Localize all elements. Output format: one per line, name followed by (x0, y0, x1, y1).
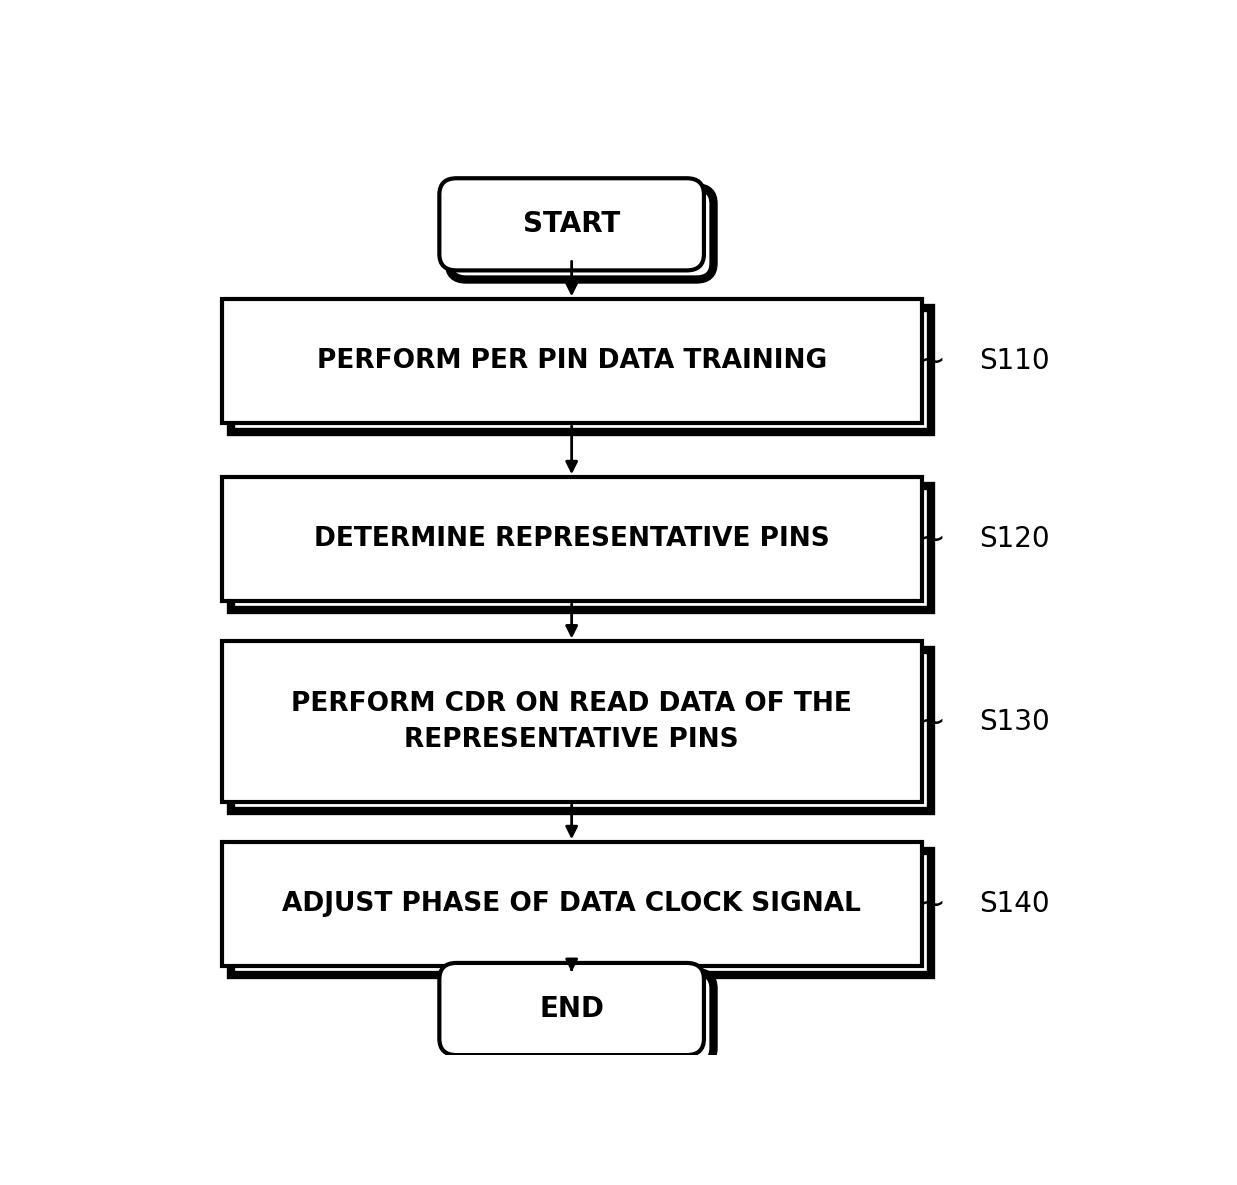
Text: S120: S120 (978, 525, 1050, 553)
Bar (231, 651, 931, 811)
Bar (231, 486, 931, 610)
Text: END: END (539, 995, 604, 1023)
Bar (221, 478, 922, 601)
Text: PERFORM PER PIN DATA TRAINING: PERFORM PER PIN DATA TRAINING (317, 348, 826, 374)
Bar (231, 308, 931, 433)
Bar (221, 299, 922, 423)
FancyBboxPatch shape (449, 972, 714, 1064)
Text: S130: S130 (978, 707, 1050, 736)
FancyBboxPatch shape (449, 187, 714, 280)
Bar (221, 641, 922, 802)
Text: ~: ~ (917, 705, 945, 738)
Text: S140: S140 (978, 890, 1050, 918)
Text: S110: S110 (978, 347, 1050, 376)
FancyBboxPatch shape (439, 963, 704, 1055)
FancyBboxPatch shape (439, 178, 704, 270)
Bar (231, 851, 931, 975)
Text: ~: ~ (917, 345, 945, 378)
Text: ~: ~ (917, 523, 945, 556)
Text: START: START (523, 210, 620, 238)
Text: ADJUST PHASE OF DATA CLOCK SIGNAL: ADJUST PHASE OF DATA CLOCK SIGNAL (282, 891, 861, 917)
Text: PERFORM CDR ON READ DATA OF THE
REPRESENTATIVE PINS: PERFORM CDR ON READ DATA OF THE REPRESEN… (291, 691, 852, 752)
Text: ~: ~ (917, 888, 945, 921)
Bar (221, 843, 922, 966)
Text: DETERMINE REPRESENTATIVE PINS: DETERMINE REPRESENTATIVE PINS (314, 526, 830, 552)
